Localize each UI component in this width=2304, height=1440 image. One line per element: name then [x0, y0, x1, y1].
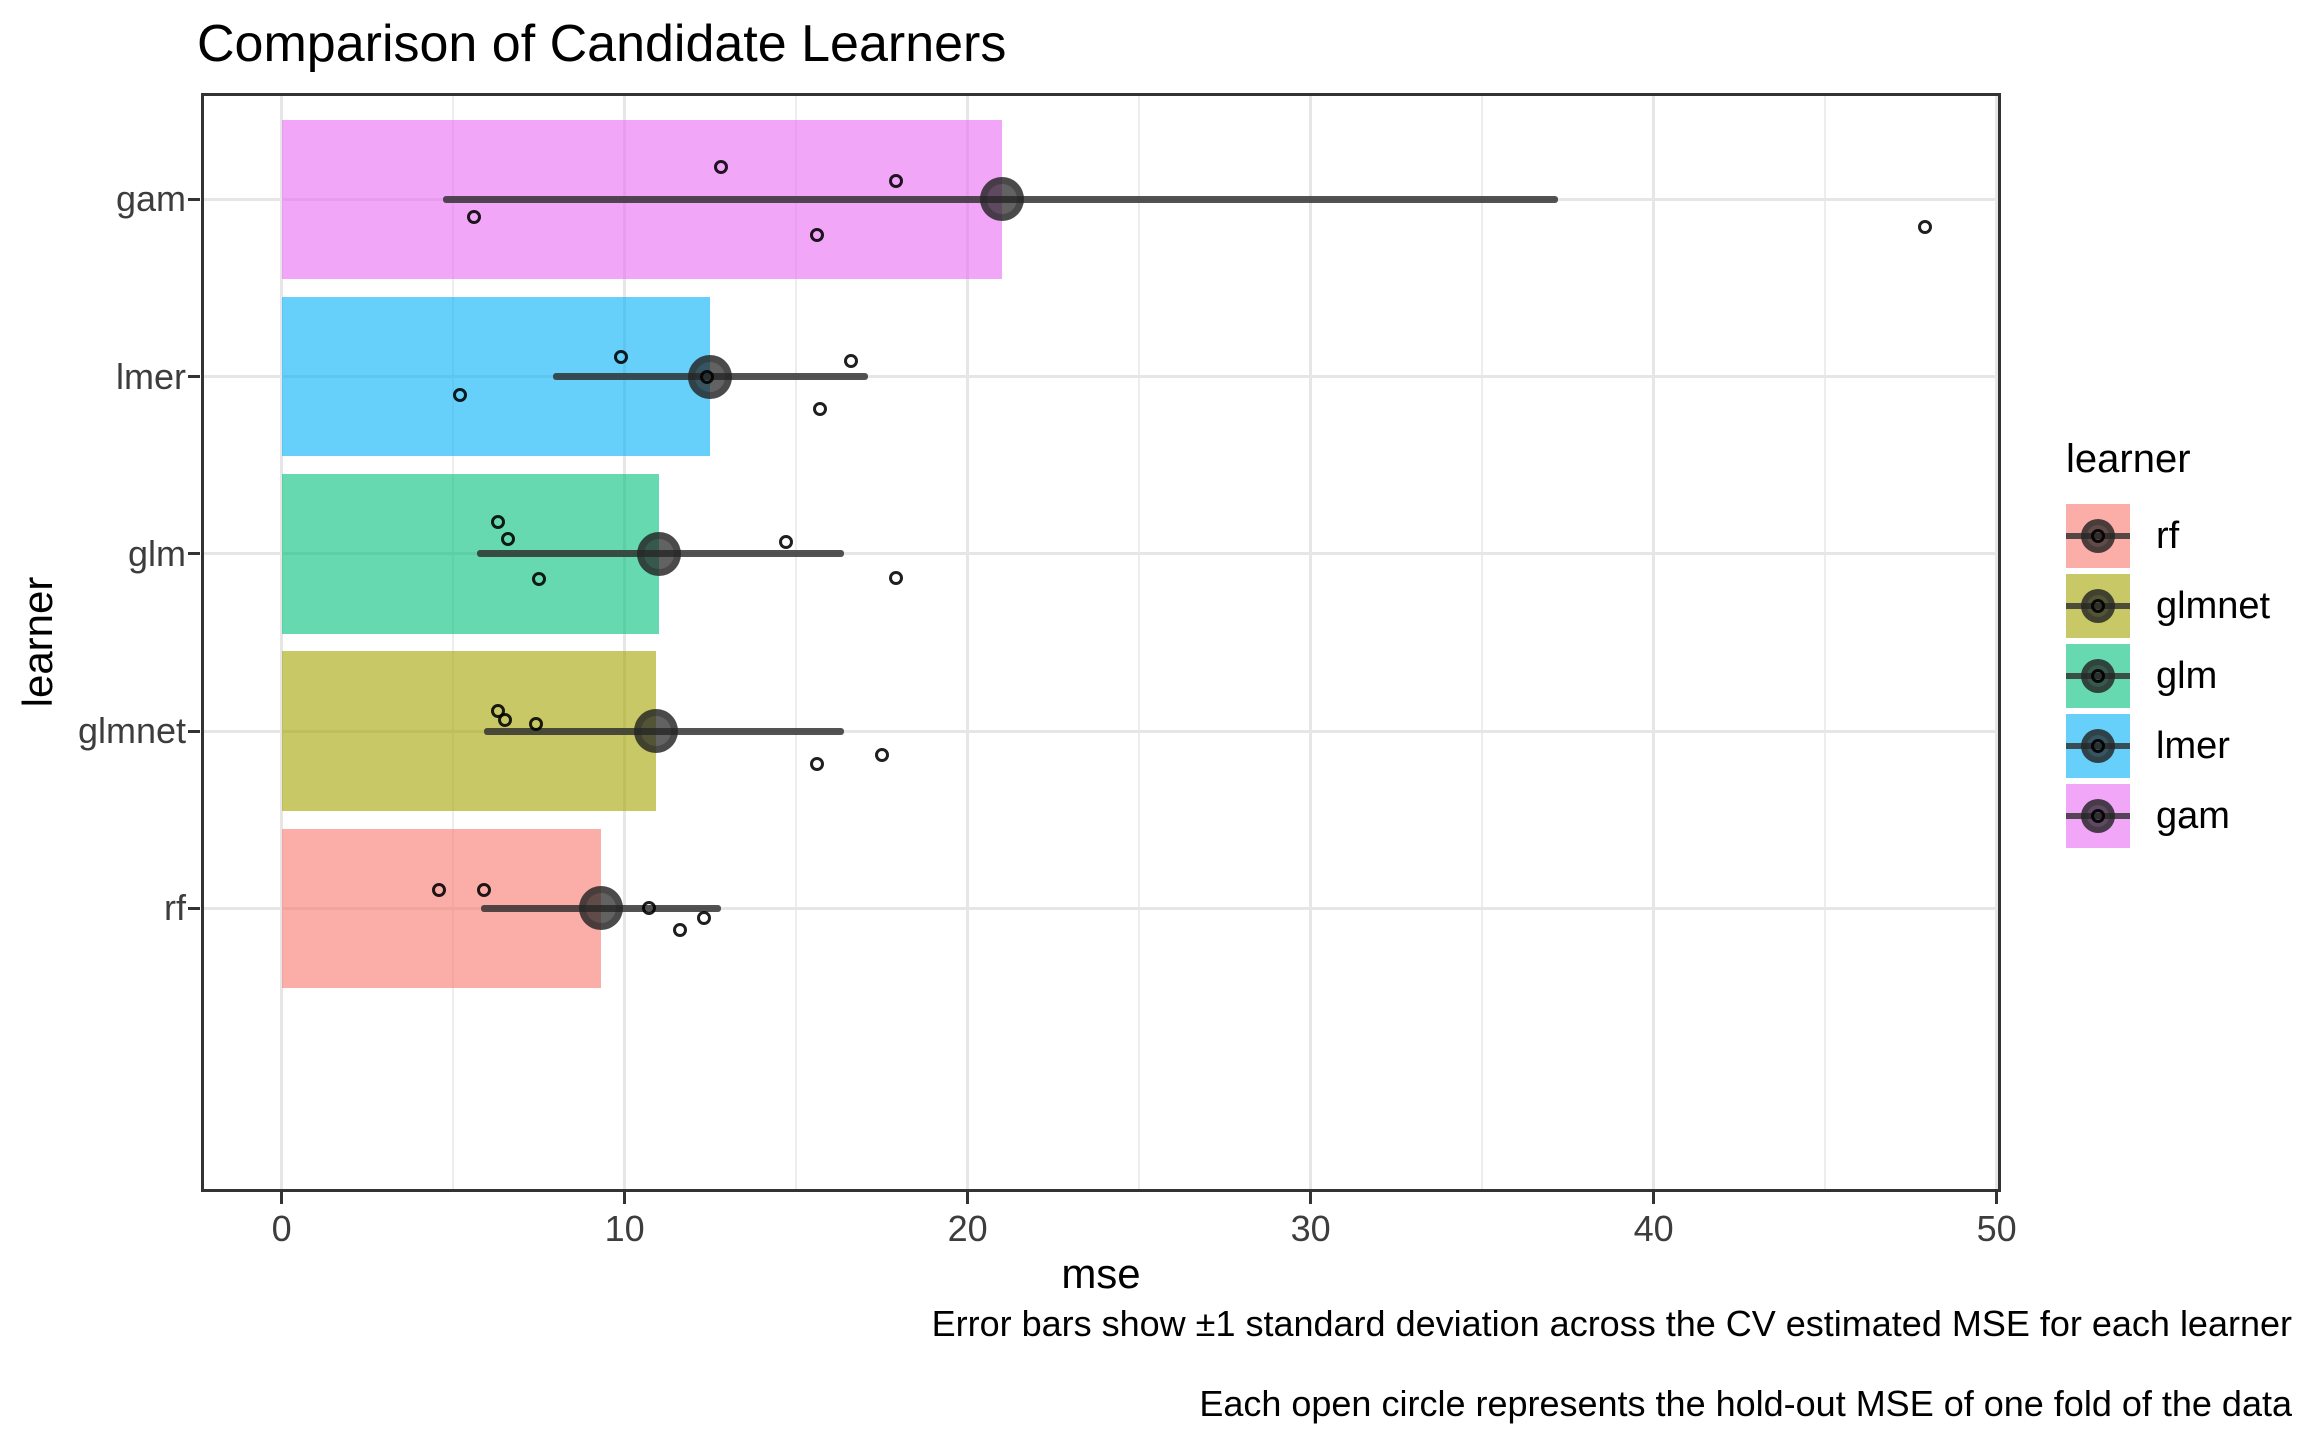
fold-point-rf-4: [672, 923, 687, 938]
legend-item-glm: glm: [2066, 644, 2270, 708]
plot-title: Comparison of Candidate Learners: [197, 15, 1007, 73]
gridline-minor-x-25: [1138, 93, 1141, 1192]
legend-key-gam: [2066, 784, 2130, 848]
y-tick-mark-lmer: [188, 375, 200, 379]
legend-label-glm: glm: [2156, 654, 2218, 697]
fold-point-rf-1: [432, 883, 447, 898]
legend-key-lmer: [2066, 714, 2130, 778]
fold-point-lmer-2: [614, 349, 629, 364]
caption-folds: Each open circle represents the hold-out…: [1199, 1383, 2292, 1424]
x-tick-label-50: 50: [1976, 1208, 2017, 1249]
y-tick-label-glm: glm: [127, 532, 186, 574]
fold-point-lmer-4: [813, 401, 828, 416]
gridline-minor-x-5: [452, 93, 455, 1192]
legend-key-glmnet: [2066, 574, 2130, 638]
fold-point-glm-4: [778, 534, 793, 549]
legend-key-glm: [2066, 644, 2130, 708]
legend-key-foldpoint-glm: [2091, 669, 2105, 683]
caption-errorbars: Error bars show ±1 standard deviation ac…: [931, 1303, 2292, 1344]
fold-point-rf-2: [477, 883, 492, 898]
y-tick-mark-gam: [188, 197, 200, 201]
legend-label-rf: rf: [2156, 514, 2180, 557]
fold-point-lmer-5: [844, 353, 859, 368]
gridline-major-y-glm: [201, 552, 2001, 556]
x-tick-mark-0: [280, 1192, 284, 1204]
legend-key-meanpoint-gam: [2081, 799, 2115, 833]
mean-point-glmnet: [633, 709, 678, 754]
legend-key-foldpoint-glmnet: [2091, 599, 2105, 613]
y-tick-label-glmnet: glmnet: [77, 710, 186, 752]
y-tick-label-lmer: lmer: [116, 355, 186, 397]
fold-point-gam-3: [809, 228, 824, 243]
x-tick-mark-20: [966, 1192, 970, 1204]
legend-items: rf glmnet glm lmer gam: [2066, 504, 2270, 848]
fold-point-rf-3: [641, 901, 656, 916]
legend-key-rf: [2066, 504, 2130, 568]
gridline-minor-x-15: [795, 93, 798, 1192]
fold-point-gam-4: [888, 174, 903, 189]
gridline-major-y-lmer: [201, 375, 2001, 379]
legend-label-gam: gam: [2156, 794, 2230, 837]
legend: learner rf glmnet glm lmer gam: [2066, 437, 2270, 854]
legend-key-foldpoint-lmer: [2091, 739, 2105, 753]
mean-point-glm: [637, 531, 681, 576]
mean-point-gam: [980, 177, 1024, 222]
fold-point-glmnet-5: [874, 748, 889, 763]
x-tick-mark-40: [1652, 1192, 1656, 1204]
legend-key-meanpoint-rf: [2081, 519, 2115, 553]
x-tick-label-30: 30: [1290, 1208, 1331, 1249]
fold-point-glmnet-3: [528, 717, 543, 732]
x-tick-mark-30: [1309, 1192, 1313, 1204]
legend-item-rf: rf: [2066, 504, 2270, 568]
y-tick-mark-glmnet: [188, 729, 200, 733]
gridline-major-y-rf: [201, 906, 2001, 910]
y-axis-title: learner: [14, 576, 61, 708]
gridline-major-x-20: [966, 93, 970, 1192]
gridline-major-x-0: [280, 93, 284, 1192]
y-tick-mark-glm: [188, 552, 200, 556]
fold-point-glmnet-2: [497, 713, 512, 728]
gridline-minor-x-45: [1824, 93, 1827, 1192]
gridline-minor-x-35: [1481, 93, 1484, 1192]
gridline-major-x-10: [623, 93, 627, 1192]
y-tick-label-gam: gam: [115, 178, 186, 220]
x-tick-label-20: 20: [947, 1208, 988, 1249]
y-tick-label-rf: rf: [164, 887, 186, 929]
gridline-major-x-30: [1309, 93, 1313, 1192]
gridline-major-x-40: [1652, 93, 1656, 1192]
y-tick-mark-rf: [188, 906, 200, 910]
x-axis-title: mse: [1061, 1250, 1141, 1297]
x-tick-label-10: 10: [604, 1208, 645, 1249]
x-tick-label-40: 40: [1633, 1208, 1674, 1249]
x-tick-mark-10: [623, 1192, 627, 1204]
legend-label-glmnet: glmnet: [2156, 584, 2271, 627]
gridline-major-x-50: [1995, 93, 1999, 1192]
fold-point-glmnet-4: [809, 757, 824, 772]
fold-point-gam-5: [1917, 220, 1932, 235]
gridline-major-y-glmnet: [201, 729, 2001, 733]
legend-key-meanpoint-glmnet: [2081, 589, 2115, 623]
legend-key-foldpoint-gam: [2091, 809, 2105, 823]
x-tick-mark-50: [1995, 1192, 1999, 1204]
fold-point-glm-1: [490, 514, 505, 529]
legend-item-gam: gam: [2066, 784, 2270, 848]
legend-item-glmnet: glmnet: [2066, 574, 2270, 638]
fold-point-lmer-1: [453, 387, 468, 402]
legend-key-foldpoint-rf: [2091, 529, 2105, 543]
fold-point-gam-2: [713, 160, 728, 175]
x-tick-label-0: 0: [271, 1208, 292, 1249]
fold-point-glm-5: [888, 570, 903, 585]
fold-point-glm-2: [501, 531, 516, 546]
plot-panel: [201, 93, 2001, 1192]
mean-point-rf: [578, 886, 623, 931]
fold-point-gam-1: [466, 210, 481, 225]
fold-point-lmer-3: [700, 369, 715, 384]
legend-label-lmer: lmer: [2156, 724, 2230, 767]
legend-title: learner: [2066, 437, 2191, 481]
fold-point-glm-3: [531, 571, 546, 586]
fold-point-rf-5: [696, 911, 711, 926]
legend-item-lmer: lmer: [2066, 714, 2270, 778]
